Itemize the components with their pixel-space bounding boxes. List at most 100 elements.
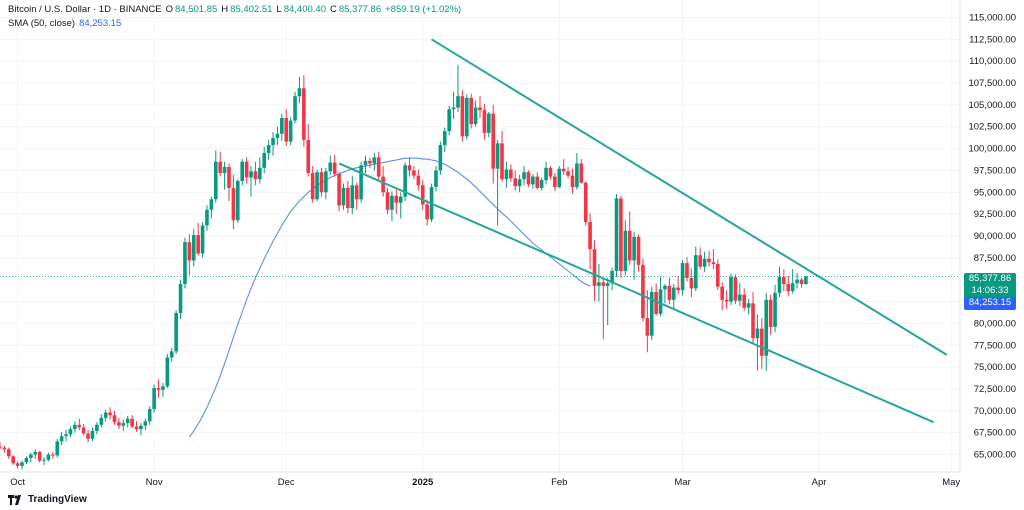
candle <box>359 161 363 203</box>
candle-body <box>685 263 689 278</box>
candle-body <box>218 161 222 174</box>
y-tick-label: 70,000.00 <box>974 406 1016 417</box>
y-tick-label: 112,500.00 <box>969 34 1016 45</box>
candle <box>724 290 729 309</box>
candle <box>689 268 694 298</box>
candle-body <box>46 454 51 460</box>
candle-body <box>15 463 20 466</box>
candle-body <box>359 165 363 200</box>
candle-body <box>37 451 42 461</box>
candle-body <box>773 292 777 327</box>
candle <box>86 430 90 443</box>
candle <box>169 347 174 362</box>
candle-body <box>134 426 139 430</box>
candle-body <box>324 171 328 193</box>
candle <box>548 166 553 180</box>
candle-body <box>447 109 451 132</box>
candle <box>614 194 619 278</box>
candle-body <box>509 169 513 179</box>
symbol-title[interactable]: Bitcoin / U.S. Dollar · 1D · BINANCE <box>8 4 162 15</box>
candle <box>526 170 531 188</box>
candle-body <box>297 88 302 97</box>
candle <box>368 157 372 168</box>
y-tick-label: 100,000.00 <box>968 144 1016 155</box>
candle-body <box>636 236 641 265</box>
last-price-value: 85,377.86 <box>968 273 1012 284</box>
candle <box>218 152 222 177</box>
candle-body <box>702 258 707 267</box>
candle <box>557 166 562 188</box>
candle <box>376 152 381 182</box>
tradingview-brand[interactable]: TradingView <box>8 494 87 505</box>
candle <box>125 416 130 428</box>
candle <box>702 251 707 272</box>
candle-body <box>368 160 372 164</box>
candle <box>442 127 447 153</box>
candle <box>90 427 95 442</box>
candle-body <box>227 166 231 188</box>
candle <box>398 192 403 219</box>
candle-body <box>240 161 245 181</box>
y-tick-label: 105,000.00 <box>968 100 1016 111</box>
candle-body <box>174 312 178 352</box>
candle <box>729 273 733 306</box>
candle <box>77 418 82 431</box>
candle-body <box>632 236 636 261</box>
candle <box>632 231 636 280</box>
candle-body <box>24 458 29 463</box>
candle <box>517 174 522 193</box>
candle-body <box>715 263 720 287</box>
candle-body <box>561 168 566 172</box>
low-key: L <box>276 4 282 15</box>
candle-body <box>112 415 117 423</box>
candle-body <box>641 264 645 319</box>
candle <box>372 152 377 171</box>
candle <box>531 173 535 189</box>
candle-body <box>777 277 782 293</box>
candle <box>0 442 2 450</box>
candle-body <box>125 418 130 424</box>
candle <box>213 150 218 203</box>
candle <box>804 276 808 285</box>
sma-label[interactable]: SMA (50, close) <box>8 18 76 29</box>
candle <box>139 423 143 436</box>
candle <box>478 96 482 118</box>
close-key: C <box>329 4 337 15</box>
candle-body <box>526 172 531 185</box>
candle <box>416 169 421 191</box>
candle <box>698 247 702 270</box>
candle-body <box>442 131 447 146</box>
candle-body <box>627 230 632 261</box>
y-axis[interactable]: 65,000.00 67,500.00 70,000.00 72,500.00 75,0… <box>959 0 1024 510</box>
candle <box>641 258 645 322</box>
candle <box>196 222 200 256</box>
candle-body <box>654 291 658 314</box>
candle <box>799 277 804 288</box>
candle-body <box>478 107 482 111</box>
candle-body <box>293 96 297 121</box>
candle-body <box>200 225 205 254</box>
candle <box>42 457 46 466</box>
candle <box>671 284 676 310</box>
candle <box>103 409 108 422</box>
y-tick-label: 102,500.00 <box>968 122 1016 133</box>
y-tick-label: 110,000.00 <box>969 56 1016 67</box>
candle-body <box>130 418 134 427</box>
candle-body <box>108 412 112 416</box>
candle <box>487 111 491 138</box>
candle-body <box>597 282 601 286</box>
candle <box>354 182 359 210</box>
candle-body <box>755 328 760 339</box>
candle <box>165 354 170 389</box>
candle <box>337 172 341 212</box>
candle <box>112 410 117 425</box>
candle-body <box>610 270 614 284</box>
candle <box>597 263 601 302</box>
candle-body <box>390 195 394 210</box>
candle-body <box>42 459 46 461</box>
candle <box>539 177 544 191</box>
candle-body <box>804 276 808 285</box>
candle <box>790 269 795 294</box>
candle-body <box>77 424 82 428</box>
